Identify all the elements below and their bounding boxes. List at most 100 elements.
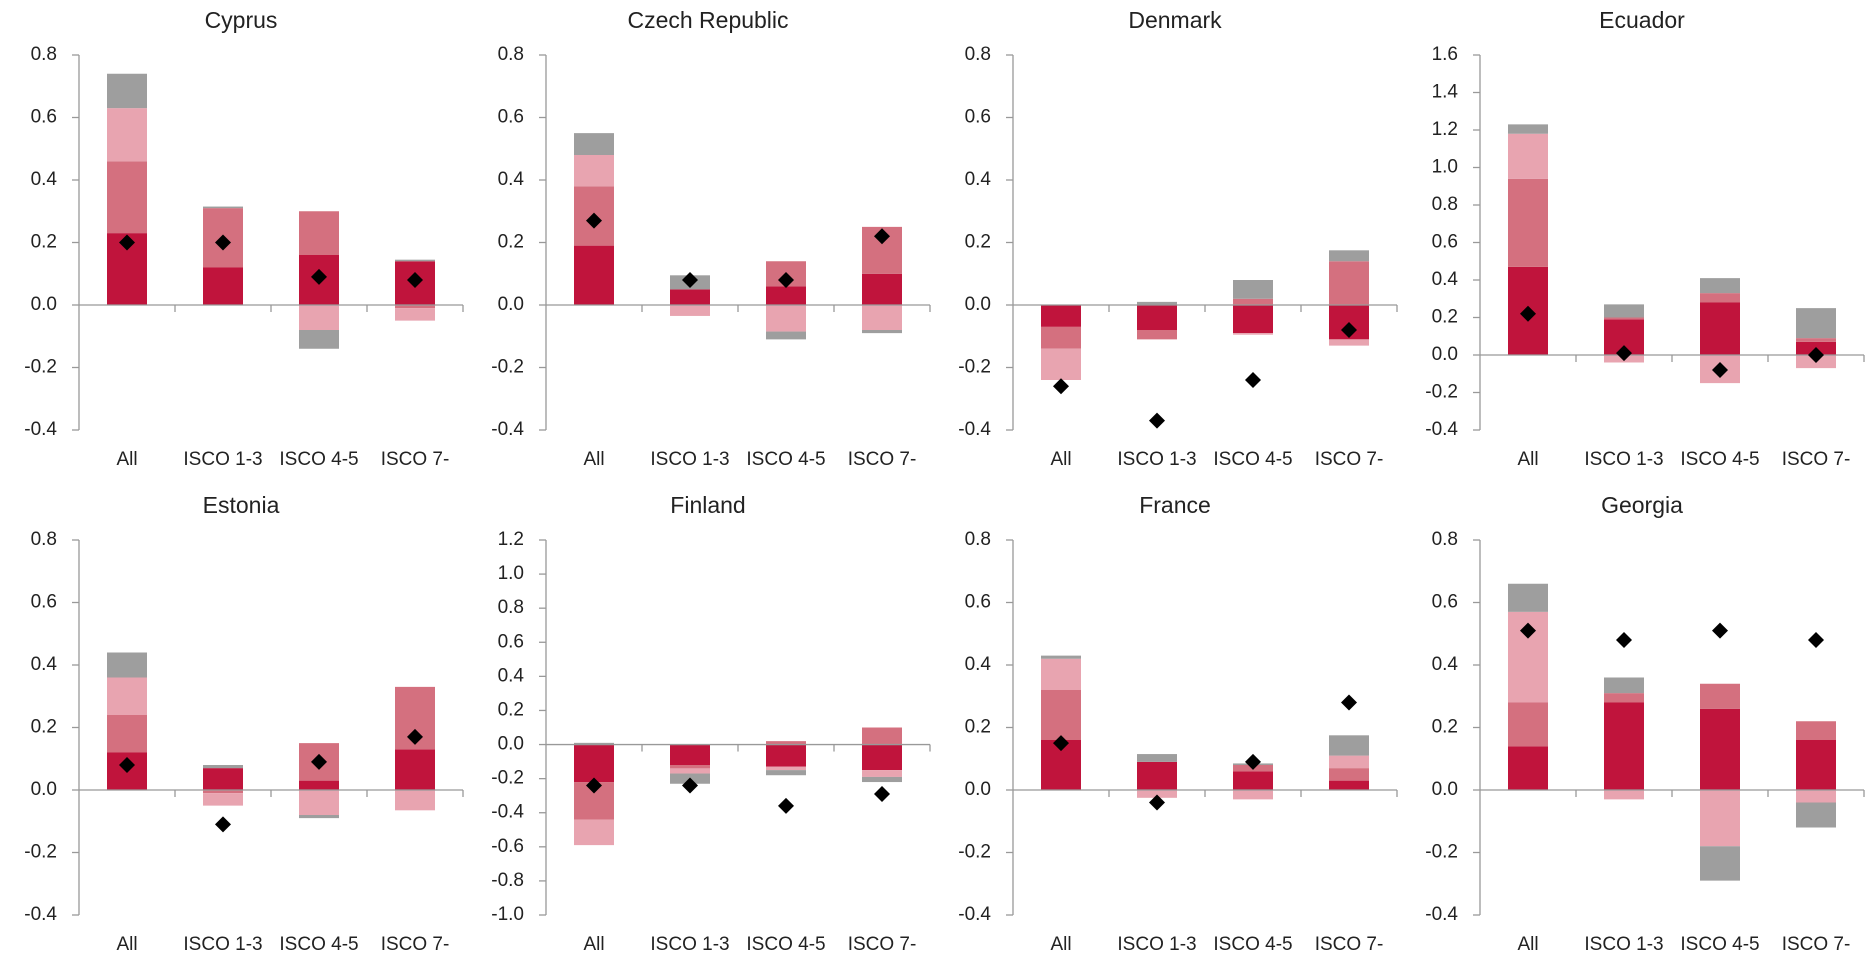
x-tick-label: ISCO 4-5 [1213, 934, 1292, 955]
y-tick-label: -0.4 [1425, 904, 1458, 925]
x-tick-label: ISCO 1-3 [1117, 934, 1196, 955]
y-tick-label: 0.2 [965, 717, 991, 738]
x-tick-label: ISCO 7- [381, 934, 450, 955]
bar-segment [1508, 583, 1548, 612]
y-tick-label: -0.4 [24, 419, 57, 440]
diamond-marker [1341, 322, 1357, 338]
y-tick-label: -0.2 [24, 842, 57, 863]
y-tick-label: 1.6 [1432, 44, 1458, 65]
y-tick-label: 0.2 [1432, 307, 1458, 328]
y-tick-label: -0.4 [24, 904, 57, 925]
bar-segment [1700, 293, 1740, 303]
x-tick-label: All [116, 934, 137, 955]
diamond-marker [1616, 632, 1632, 648]
diamond-marker [1520, 622, 1536, 639]
diamond-marker [1616, 345, 1632, 362]
x-tick-label: All [1517, 449, 1538, 470]
bar-segment [1329, 735, 1369, 756]
y-tick-label: 0.0 [31, 294, 57, 315]
diamond-marker [1712, 362, 1728, 378]
x-tick-label: All [1050, 934, 1071, 955]
bar-segment [574, 744, 614, 783]
y-tick-label: 1.2 [1432, 119, 1458, 140]
x-tick-label: ISCO 4-5 [746, 934, 825, 955]
x-tick-label: ISCO 4-5 [746, 449, 825, 470]
diamond-marker [586, 212, 602, 229]
bar-segment [107, 108, 147, 162]
bar-segment [1233, 771, 1273, 790]
chart-title: Finland [670, 492, 745, 518]
y-tick-label: 0.8 [1432, 529, 1458, 550]
bar-segment [574, 742, 614, 745]
bar-segment [1329, 250, 1369, 262]
bar-segment [1233, 280, 1273, 299]
y-tick-label: 0.6 [31, 107, 57, 128]
diamond-marker [874, 228, 890, 245]
bar-segment [1796, 721, 1836, 740]
bar-segment [862, 776, 902, 783]
x-tick-label: ISCO 1-3 [650, 449, 729, 470]
bar-segment [1508, 124, 1548, 134]
bar-segment [1796, 790, 1836, 803]
y-tick-label: 0.4 [31, 169, 58, 190]
y-tick-label: -0.2 [491, 768, 524, 789]
x-tick-label: ISCO 1-3 [1584, 934, 1663, 955]
x-tick-label: ISCO 1-3 [650, 934, 729, 955]
y-tick-label: 0.4 [498, 665, 525, 686]
y-tick-label: 0.0 [965, 779, 991, 800]
bar-segment [574, 155, 614, 187]
x-tick-label: All [583, 449, 604, 470]
y-tick-label: 0.8 [1432, 194, 1458, 215]
y-tick-label: 0.8 [965, 529, 991, 550]
bar-segment [1041, 305, 1081, 327]
bar-segment [1604, 702, 1644, 790]
bar-segment [1137, 754, 1177, 762]
chart-title: Ecuador [1599, 7, 1685, 33]
chart-title: Estonia [203, 492, 280, 518]
diamond-marker [778, 797, 794, 814]
y-tick-label: 0.2 [965, 232, 991, 253]
y-tick-label: 0.2 [31, 232, 57, 253]
y-tick-label: -0.2 [1425, 842, 1458, 863]
bar-segment [1329, 755, 1369, 769]
y-tick-label: 0.0 [1432, 779, 1458, 800]
bar-segment [1041, 655, 1081, 659]
x-tick-label: ISCO 1-3 [1584, 449, 1663, 470]
diamond-marker [1712, 622, 1728, 639]
x-tick-label: ISCO 7- [381, 449, 450, 470]
diamond-marker [874, 785, 890, 802]
x-tick-label: All [1517, 934, 1538, 955]
x-tick-label: ISCO 4-5 [1680, 934, 1759, 955]
bar-segment [203, 768, 243, 790]
bar-segment [107, 73, 147, 109]
x-tick-label: ISCO 7- [848, 449, 917, 470]
bar-segment [1233, 298, 1273, 305]
bar-segment [299, 211, 339, 255]
y-tick-label: -0.4 [958, 904, 991, 925]
bar-segment [1604, 304, 1644, 318]
bar-segment [862, 305, 902, 330]
bar-segment [395, 259, 435, 262]
bar-segment [1508, 178, 1548, 267]
y-tick-label: 0.6 [965, 107, 991, 128]
y-tick-label: 1.2 [498, 529, 524, 550]
bar-segment [299, 330, 339, 349]
bar-segment [670, 744, 710, 765]
x-tick-label: ISCO 7- [1315, 449, 1384, 470]
chart-title: Georgia [1601, 492, 1683, 518]
y-tick-label: -0.8 [491, 870, 524, 891]
y-tick-label: 0.4 [965, 169, 992, 190]
diamond-marker [311, 268, 327, 285]
bar-segment [766, 770, 806, 776]
bar-segment [299, 790, 339, 815]
bar-segment [1700, 790, 1740, 847]
y-tick-label: -0.2 [958, 357, 991, 378]
x-tick-label: ISCO 1-3 [183, 934, 262, 955]
bar-segment [1796, 740, 1836, 790]
y-tick-label: -0.2 [491, 357, 524, 378]
bar-segment [1508, 702, 1548, 747]
x-tick-label: ISCO 4-5 [1680, 449, 1759, 470]
bar-segment [1700, 302, 1740, 355]
x-tick-label: All [583, 934, 604, 955]
